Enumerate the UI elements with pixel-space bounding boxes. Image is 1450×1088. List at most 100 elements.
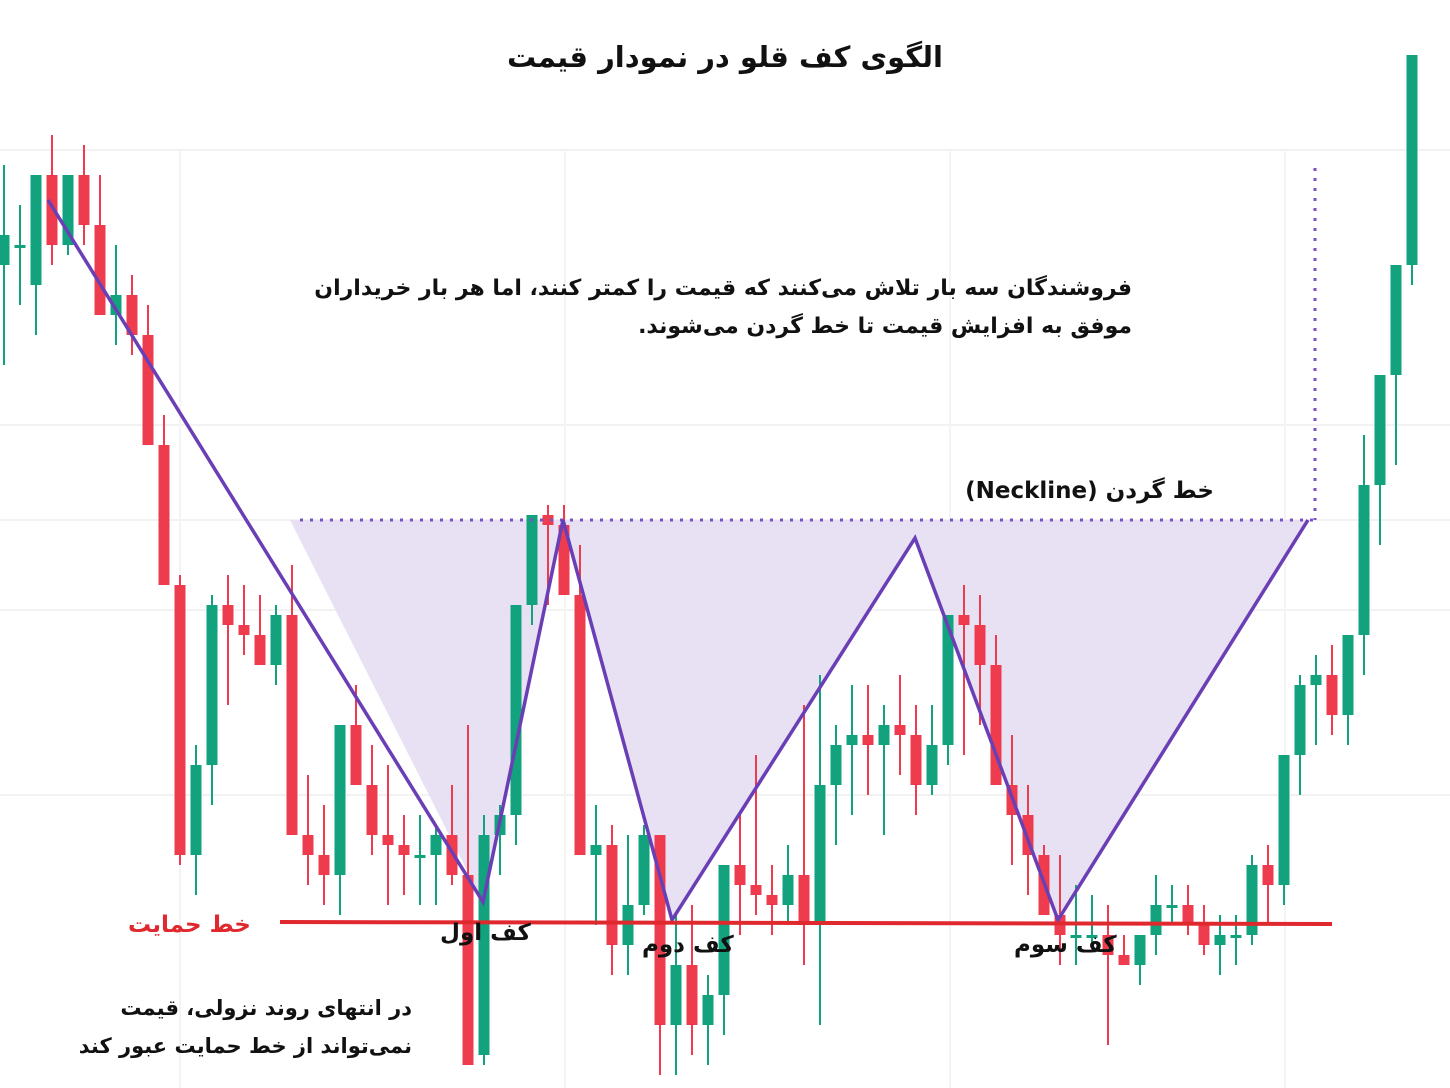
candle-body bbox=[286, 615, 298, 835]
candle bbox=[110, 245, 122, 345]
candle bbox=[590, 805, 602, 925]
candle bbox=[1262, 845, 1274, 925]
candle-body bbox=[366, 785, 378, 835]
candle bbox=[878, 705, 890, 835]
candle-body bbox=[62, 175, 74, 245]
candle-body bbox=[926, 745, 938, 785]
first-bottom-label: کف اول bbox=[440, 920, 531, 946]
candle bbox=[782, 845, 794, 925]
candle-body bbox=[1150, 905, 1162, 935]
candle-body bbox=[1246, 865, 1258, 935]
candle-body bbox=[350, 725, 362, 785]
candle bbox=[830, 725, 842, 845]
candle bbox=[990, 635, 1002, 785]
candle-body bbox=[174, 585, 186, 855]
candle-body bbox=[1086, 935, 1098, 938]
candle-body bbox=[654, 835, 666, 1025]
candle bbox=[158, 415, 170, 585]
candle-body bbox=[1310, 675, 1322, 685]
candle-body bbox=[1166, 905, 1178, 908]
candle bbox=[1246, 855, 1258, 945]
candle bbox=[1166, 885, 1178, 925]
candle-body bbox=[1134, 935, 1146, 965]
candle-body bbox=[334, 725, 346, 875]
candle-body bbox=[1198, 925, 1210, 945]
candle-body bbox=[974, 625, 986, 665]
candle-body bbox=[78, 175, 90, 225]
candle-body bbox=[0, 235, 10, 265]
candle bbox=[334, 725, 346, 915]
candle bbox=[0, 165, 10, 365]
candle-body bbox=[1374, 375, 1386, 485]
candle-body bbox=[590, 845, 602, 855]
candle bbox=[174, 575, 186, 865]
candle-body bbox=[846, 735, 858, 745]
candle bbox=[94, 175, 106, 315]
candle-body bbox=[1262, 865, 1274, 885]
candle bbox=[638, 825, 650, 915]
candlesticks bbox=[0, 55, 1418, 1075]
candle bbox=[798, 705, 810, 965]
note-line-1: در انتهای روند نزولی، قیمت bbox=[120, 996, 412, 1020]
candle-body bbox=[254, 635, 266, 665]
candle-body bbox=[462, 875, 474, 1065]
description-line-1: فروشندگان سه بار تلاش می‌کنند که قیمت را… bbox=[314, 276, 1132, 301]
candle-body bbox=[1102, 935, 1114, 955]
candle-body bbox=[30, 175, 42, 285]
note-line-2: نمی‌تواند از خط حمایت عبور کند bbox=[78, 1034, 412, 1058]
candle-body bbox=[702, 995, 714, 1025]
candle bbox=[62, 175, 74, 255]
candle-body bbox=[1118, 955, 1130, 965]
candle-body bbox=[110, 295, 122, 315]
candle bbox=[1182, 885, 1194, 935]
candle-body bbox=[190, 765, 202, 855]
candle bbox=[1406, 55, 1418, 285]
candle bbox=[318, 805, 330, 905]
candle bbox=[286, 565, 298, 835]
candle-body bbox=[750, 885, 762, 895]
candle-body bbox=[1214, 935, 1226, 945]
description-line-2: موفق به افزایش قیمت تا خط گردن می‌شوند. bbox=[638, 314, 1132, 339]
candle bbox=[1198, 905, 1210, 955]
candle-body bbox=[542, 515, 554, 525]
candle bbox=[862, 685, 874, 795]
candle-body bbox=[814, 785, 826, 925]
candle-body bbox=[558, 525, 570, 595]
second-bottom-label: کف دوم bbox=[642, 932, 734, 958]
candle-body bbox=[1358, 485, 1370, 635]
candle-body bbox=[126, 295, 138, 335]
candle bbox=[1118, 935, 1130, 965]
candle bbox=[366, 745, 378, 855]
candle bbox=[1278, 755, 1290, 905]
candle-body bbox=[670, 965, 682, 1025]
candle bbox=[1134, 935, 1146, 985]
candle-body bbox=[94, 225, 106, 315]
candle bbox=[206, 595, 218, 805]
candle-body bbox=[1326, 675, 1338, 715]
candle bbox=[30, 175, 42, 335]
candle bbox=[718, 865, 730, 1035]
candle-body bbox=[958, 615, 970, 625]
candle bbox=[414, 815, 426, 905]
candle-body bbox=[270, 615, 282, 665]
candle bbox=[302, 775, 314, 885]
candle bbox=[846, 685, 858, 815]
candle-body bbox=[1278, 755, 1290, 885]
candle bbox=[1390, 265, 1402, 465]
pattern-path bbox=[46, 199, 1310, 925]
candle-body bbox=[398, 845, 410, 855]
third-bottom-label: کف سوم bbox=[1014, 932, 1117, 958]
neckline-label: خط گردن (Neckline) bbox=[965, 478, 1214, 504]
candle bbox=[270, 605, 282, 685]
candle bbox=[558, 505, 570, 595]
candle bbox=[894, 675, 906, 775]
candle bbox=[1326, 645, 1338, 735]
candle-body bbox=[158, 445, 170, 585]
candle bbox=[926, 705, 938, 795]
candle bbox=[462, 725, 474, 1065]
candle-body bbox=[894, 725, 906, 735]
candle-body bbox=[510, 605, 522, 815]
candle-body bbox=[14, 245, 26, 248]
candle-body bbox=[798, 875, 810, 925]
candle bbox=[142, 305, 154, 445]
